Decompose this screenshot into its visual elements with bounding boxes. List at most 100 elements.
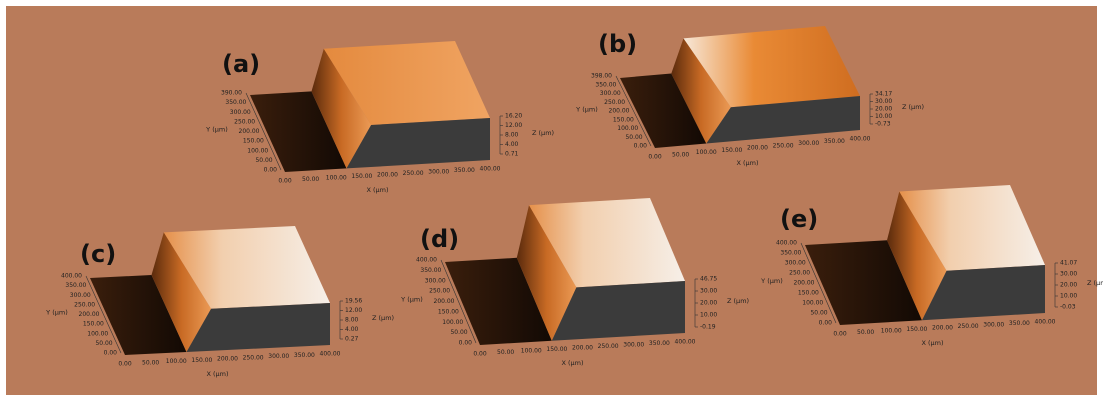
x-tick-label: 0.00 <box>118 361 132 368</box>
x-tick-label: 300.00 <box>983 322 1004 329</box>
z-tick-label: 10.00 <box>875 113 892 120</box>
z-tick-label: 20.00 <box>875 106 892 113</box>
y-tick-label: 150.00 <box>613 116 634 123</box>
y-tick-label: 0.00 <box>634 143 648 150</box>
x-tick-label: 150.00 <box>191 357 212 364</box>
y-tick-label: 250.00 <box>604 99 625 106</box>
y-tick-label: 390.00 <box>221 90 242 97</box>
panel-label: (c) <box>80 240 116 268</box>
x-tick-label: 350.00 <box>824 138 845 145</box>
x-tick-label: 350.00 <box>1009 320 1030 327</box>
x-tick-label: 200.00 <box>932 325 953 332</box>
y-axis-title: Y (μm) <box>760 277 783 285</box>
x-axis-title: X (μm) <box>366 186 388 194</box>
x-tick-label: 0.00 <box>648 154 662 161</box>
y-tick-label: 350.00 <box>595 81 616 88</box>
x-tick-label: 150.00 <box>351 173 372 180</box>
x-tick-label: 150.00 <box>906 326 927 333</box>
y-tick-label: 200.00 <box>239 128 260 135</box>
y-tick-label: 100.00 <box>617 125 638 132</box>
x-tick-label: 250.00 <box>403 170 424 177</box>
x-tick-label: 200.00 <box>377 172 398 179</box>
x-tick-label: 250.00 <box>773 142 794 149</box>
x-axis-title: X (μm) <box>561 359 583 367</box>
x-tick-label: 0.00 <box>278 178 292 185</box>
y-axis-title: Y (μm) <box>575 106 598 114</box>
z-tick-label: -0.03 <box>1060 304 1076 311</box>
x-tick-label: 300.00 <box>268 353 289 360</box>
y-tick-label: 0.00 <box>819 320 833 327</box>
z-tick-label: 4.00 <box>345 326 359 333</box>
y-tick-label: 250.00 <box>74 301 95 308</box>
z-tick-label: 10.00 <box>700 312 717 319</box>
x-tick-label: 100.00 <box>326 175 347 182</box>
y-tick-label: 250.00 <box>789 270 810 277</box>
z-tick-label: 0.27 <box>345 336 359 343</box>
x-tick-label: 400.00 <box>675 339 696 346</box>
y-tick-label: 0.00 <box>264 167 278 174</box>
z-tick-label: 4.00 <box>505 141 519 148</box>
y-tick-label: 50.00 <box>810 310 827 317</box>
x-tick-label: 400.00 <box>320 351 341 358</box>
x-tick-label: 100.00 <box>521 348 542 355</box>
z-axis-title: Z (μm) <box>902 103 924 111</box>
y-tick-label: 0.00 <box>459 340 473 347</box>
y-tick-label: 350.00 <box>780 250 801 257</box>
z-tick-label: 19.56 <box>345 298 362 305</box>
y-tick-label: 350.00 <box>65 282 86 289</box>
y-tick-label: 150.00 <box>438 308 459 315</box>
y-tick-label: 100.00 <box>87 330 108 337</box>
z-tick-label: 8.00 <box>345 317 359 324</box>
z-tick-label: 12.00 <box>505 122 522 129</box>
panel-label: (a) <box>222 50 260 78</box>
z-tick-label: -0.73 <box>875 121 891 128</box>
x-tick-label: 150.00 <box>546 346 567 353</box>
z-axis-title: Z (μm) <box>372 314 394 322</box>
z-tick-label: 10.00 <box>1060 293 1077 300</box>
panel-label: (e) <box>780 205 818 233</box>
y-tick-label: 50.00 <box>255 157 272 164</box>
page: (a)0.0050.00100.00150.00200.00250.00300.… <box>0 0 1103 401</box>
x-tick-label: 100.00 <box>881 328 902 335</box>
z-tick-label: 30.00 <box>875 98 892 105</box>
x-tick-label: 300.00 <box>623 342 644 349</box>
z-tick-label: 46.75 <box>700 276 717 283</box>
x-tick-label: 300.00 <box>428 169 449 176</box>
y-tick-label: 200.00 <box>609 108 630 115</box>
y-tick-label: 400.00 <box>61 273 82 280</box>
x-tick-label: 150.00 <box>721 147 742 154</box>
z-tick-label: 12.00 <box>345 307 362 314</box>
x-tick-label: 50.00 <box>302 176 319 183</box>
y-tick-label: 100.00 <box>802 300 823 307</box>
x-tick-label: 400.00 <box>850 136 871 143</box>
y-tick-label: 150.00 <box>798 290 819 297</box>
y-tick-label: 300.00 <box>230 109 251 116</box>
x-tick-label: 0.00 <box>473 351 487 358</box>
z-tick-label: 0.71 <box>505 151 519 158</box>
x-tick-label: 50.00 <box>672 151 689 158</box>
x-tick-label: 350.00 <box>294 352 315 359</box>
z-tick-label: 8.00 <box>505 132 519 139</box>
x-tick-label: 50.00 <box>142 359 159 366</box>
y-tick-label: 300.00 <box>70 292 91 299</box>
z-tick-label: 30.00 <box>700 288 717 295</box>
y-tick-label: 400.00 <box>776 240 797 247</box>
y-axis-title: Y (μm) <box>205 126 228 134</box>
x-tick-label: 250.00 <box>243 354 264 361</box>
y-tick-label: 100.00 <box>247 147 268 154</box>
z-axis-title: Z (μm) <box>532 129 554 137</box>
x-tick-label: 100.00 <box>166 358 187 365</box>
x-tick-label: 250.00 <box>598 343 619 350</box>
y-tick-label: 350.00 <box>225 99 246 106</box>
z-axis-title: Z (μm) <box>1087 279 1103 287</box>
y-axis-title: Y (μm) <box>45 309 68 317</box>
x-tick-label: 400.00 <box>1035 319 1056 326</box>
y-tick-label: 200.00 <box>434 298 455 305</box>
x-tick-label: 300.00 <box>798 140 819 147</box>
z-tick-label: -0.19 <box>700 324 716 331</box>
x-tick-label: 350.00 <box>454 167 475 174</box>
figure: (a)0.0050.00100.00150.00200.00250.00300.… <box>0 0 1103 401</box>
x-axis-title: X (μm) <box>736 159 758 167</box>
x-tick-label: 400.00 <box>480 166 501 173</box>
y-tick-label: 0.00 <box>104 350 118 357</box>
